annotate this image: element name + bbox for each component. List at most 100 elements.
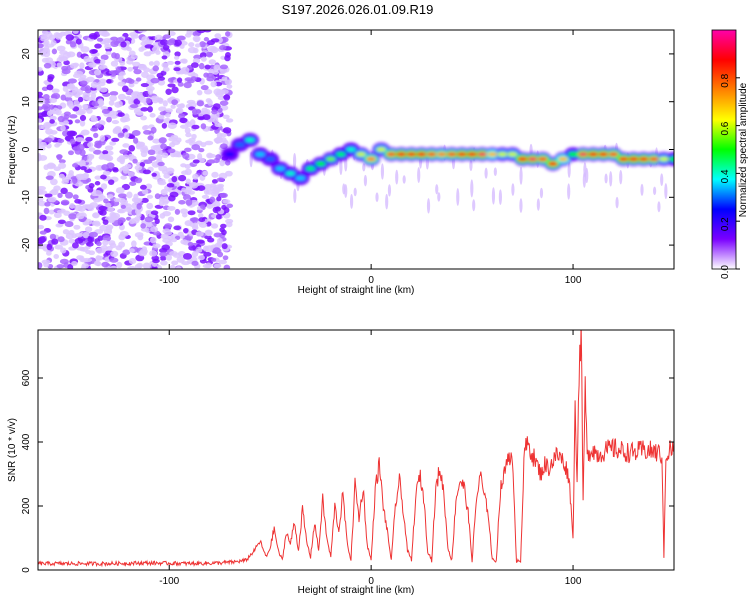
noise-speckle [43,98,52,104]
noise-speckle [129,31,139,37]
noise-speckle [128,181,137,186]
noise-speckle [111,119,120,125]
noise-speckle [118,155,125,161]
noise-speckle [118,241,126,248]
noise-speckle [210,223,219,229]
noise-speckle [173,67,181,72]
noise-speckle [79,149,86,157]
noise-speckle [54,244,63,250]
colorbar-gradient [711,29,737,270]
noise-speckle [167,205,176,211]
noise-speckle [214,137,221,144]
noise-speckle [385,193,389,210]
noise-speckle [93,149,102,155]
noise-speckle [74,204,83,211]
noise-speckle [90,81,98,89]
noise-speckle [157,161,165,167]
noise-speckle [107,206,115,213]
noise-speckle [134,177,143,184]
colorbar-tick-label: 0.6 [720,121,731,135]
noise-speckle [67,119,73,125]
noise-speckle [191,124,200,130]
noise-speckle [159,213,166,219]
spectrogram-x-ticks: -100 0 100 [159,30,582,286]
noise-speckle [86,241,94,247]
noise-speckle [150,226,158,233]
ridge-core [588,152,599,157]
noise-speckle [94,59,102,64]
noise-speckle [106,116,112,123]
noise-speckle [140,223,146,229]
noise-speckle [68,169,74,176]
ridge-core [467,152,478,157]
spectrogram-y-axis-label: Frequency (Hz) [7,116,18,185]
noise-speckle [158,98,164,104]
noise-speckle [191,133,197,140]
noise-speckle [141,71,149,78]
ridge-core [386,152,397,157]
noise-speckle [197,212,204,219]
noise-speckle [63,60,70,66]
noise-speckle [47,196,57,203]
noise-speckle [128,171,136,177]
noise-speckle [175,266,182,269]
noise-speckle [176,107,183,114]
noise-speckle [79,80,88,87]
noise-speckle [203,245,209,252]
noise-speckle [65,39,72,45]
noise-speckle [102,235,112,242]
noise-speckle [75,110,85,116]
noise-speckle [108,100,115,106]
noise-speckle [158,137,167,144]
noise-speckle [207,153,217,158]
noise-speckle [122,143,130,148]
noise-speckle [161,122,168,129]
noise-speckle [69,203,75,209]
noise-speckle [74,232,84,238]
noise-speckle [216,177,225,182]
noise-speckle [221,243,228,250]
noise-speckle [73,99,80,107]
noise-speckle [145,97,152,104]
noise-speckle [80,129,90,136]
ridge-core [669,156,674,162]
noise-speckle [44,31,53,39]
noise-speckle [117,217,126,223]
noise-speckle [93,190,103,197]
noise-speckle [167,148,176,154]
noise-speckle [93,197,101,203]
noise-speckle [664,183,668,200]
chart-title: S197.2026.026.01.09.R19 [281,2,434,17]
noise-speckle [89,202,99,208]
noise-speckle [140,150,148,158]
noise-speckle [82,172,90,179]
noise-speckle [59,31,66,37]
noise-speckle [456,188,460,206]
noise-speckle [209,196,216,203]
noise-speckle [177,82,184,87]
noise-speckle [177,231,184,238]
noise-speckle-layer [38,30,668,269]
noise-speckle [204,64,211,70]
noise-speckle [94,43,102,49]
noise-speckle [189,181,199,189]
noise-speckle [181,187,187,193]
noise-speckle [184,147,192,152]
noise-speckle [77,96,84,103]
noise-speckle [222,127,232,134]
noise-speckle [213,232,223,238]
noise-speckle [214,206,222,212]
noise-speckle [173,39,182,47]
noise-speckle [166,183,175,188]
noise-speckle [362,163,366,172]
ridge-core [285,171,296,176]
noise-speckle [151,45,160,53]
noise-speckle [71,90,80,97]
ridge-core [416,152,427,157]
noise-speckle [134,165,143,171]
noise-speckle [152,258,160,264]
ridge-core [446,152,457,157]
noise-speckle [484,167,488,179]
noise-speckle [159,39,169,46]
noise-speckle [98,30,108,36]
